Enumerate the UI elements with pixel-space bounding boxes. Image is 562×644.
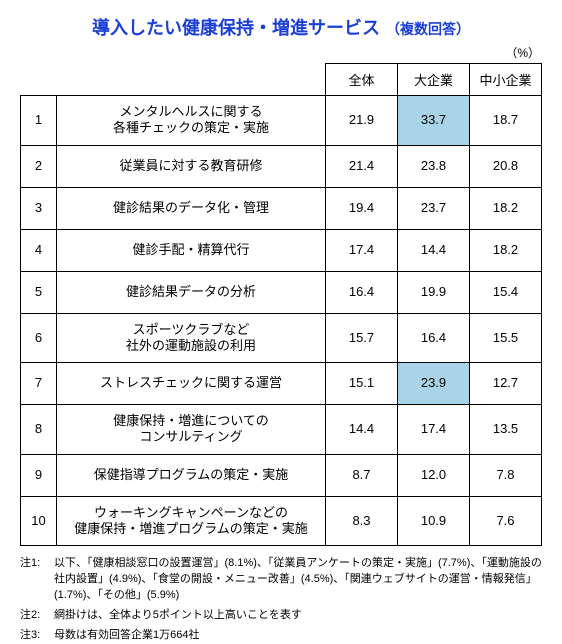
value-cell: 23.9	[398, 363, 470, 405]
rank-cell: 3	[21, 187, 57, 229]
value-cell: 14.4	[326, 405, 398, 455]
table-row: 4健診手配・精算代行17.414.418.2	[21, 229, 542, 271]
label-cell: 健康保持・増進についてのコンサルティング	[57, 405, 326, 455]
note-text: 網掛けは、全体より5ポイント以上高いことを表す	[54, 608, 542, 624]
col-header: 大企業	[398, 64, 470, 96]
value-cell: 17.4	[326, 229, 398, 271]
note-text: 以下、「健康相談窓口の設置運営」(8.1%)、「従業員アンケートの策定・実施」(…	[54, 556, 542, 604]
title-row: 導入したい健康保持・増進サービス （複数回答）	[20, 14, 542, 40]
value-cell: 19.9	[398, 271, 470, 313]
table-row: 8健康保持・増進についてのコンサルティング14.417.413.5	[21, 405, 542, 455]
value-cell: 10.9	[398, 496, 470, 546]
label-cell: 健診手配・精算代行	[57, 229, 326, 271]
col-header: 中小企業	[470, 64, 542, 96]
value-cell: 23.8	[398, 145, 470, 187]
survey-table: 全体 大企業 中小企業 1メンタルヘルスに関する各種チェックの策定・実施21.9…	[20, 63, 542, 546]
rank-cell: 1	[21, 96, 57, 146]
value-cell: 16.4	[398, 313, 470, 363]
value-cell: 18.7	[470, 96, 542, 146]
label-cell: 従業員に対する教育研修	[57, 145, 326, 187]
value-cell: 15.7	[326, 313, 398, 363]
value-cell: 20.8	[470, 145, 542, 187]
label-cell: 保健指導プログラムの策定・実施	[57, 454, 326, 496]
label-cell: 健診結果データの分析	[57, 271, 326, 313]
rank-cell: 4	[21, 229, 57, 271]
value-cell: 12.0	[398, 454, 470, 496]
value-cell: 7.8	[470, 454, 542, 496]
value-cell: 12.7	[470, 363, 542, 405]
value-cell: 15.5	[470, 313, 542, 363]
table-body: 1メンタルヘルスに関する各種チェックの策定・実施21.933.718.72従業員…	[21, 96, 542, 546]
rank-cell: 6	[21, 313, 57, 363]
value-cell: 8.3	[326, 496, 398, 546]
table-row: 5健診結果データの分析16.419.915.4	[21, 271, 542, 313]
note-text: 母数は有効回答企業1万664社	[54, 628, 542, 644]
table-header: 全体 大企業 中小企業	[21, 64, 542, 96]
rank-cell: 7	[21, 363, 57, 405]
label-cell: ウォーキングキャンペーンなどの健康保持・増進プログラムの策定・実施	[57, 496, 326, 546]
value-cell: 14.4	[398, 229, 470, 271]
value-cell: 33.7	[398, 96, 470, 146]
table-row: 6スポーツクラブなど社外の運動施設の利用15.716.415.5	[21, 313, 542, 363]
value-cell: 18.2	[470, 229, 542, 271]
unit-label: （%）	[20, 44, 542, 61]
table-row: 10ウォーキングキャンペーンなどの健康保持・増進プログラムの策定・実施8.310…	[21, 496, 542, 546]
rank-cell: 5	[21, 271, 57, 313]
label-cell: ストレスチェックに関する運営	[57, 363, 326, 405]
value-cell: 17.4	[398, 405, 470, 455]
value-cell: 21.4	[326, 145, 398, 187]
rank-cell: 10	[21, 496, 57, 546]
note-label: 注2:	[20, 608, 54, 624]
label-cell: スポーツクラブなど社外の運動施設の利用	[57, 313, 326, 363]
table-row: 9保健指導プログラムの策定・実施8.712.07.8	[21, 454, 542, 496]
title-sub: （複数回答）	[386, 19, 470, 39]
note: 注3:母数は有効回答企業1万664社	[20, 628, 542, 644]
title-main: 導入したい健康保持・増進サービス	[92, 14, 380, 40]
note: 注2:網掛けは、全体より5ポイント以上高いことを表す	[20, 608, 542, 624]
rank-cell: 9	[21, 454, 57, 496]
table-row: 1メンタルヘルスに関する各種チェックの策定・実施21.933.718.7	[21, 96, 542, 146]
note-label: 注1:	[20, 556, 54, 604]
value-cell: 13.5	[470, 405, 542, 455]
notes-section: 注1:以下、「健康相談窓口の設置運営」(8.1%)、「従業員アンケートの策定・実…	[20, 556, 542, 644]
table-row: 7ストレスチェックに関する運営15.123.912.7	[21, 363, 542, 405]
table-row: 2従業員に対する教育研修21.423.820.8	[21, 145, 542, 187]
value-cell: 18.2	[470, 187, 542, 229]
value-cell: 15.1	[326, 363, 398, 405]
col-header: 全体	[326, 64, 398, 96]
table-row: 3健診結果のデータ化・管理19.423.718.2	[21, 187, 542, 229]
value-cell: 16.4	[326, 271, 398, 313]
label-cell: 健診結果のデータ化・管理	[57, 187, 326, 229]
value-cell: 8.7	[326, 454, 398, 496]
rank-cell: 2	[21, 145, 57, 187]
label-cell: メンタルヘルスに関する各種チェックの策定・実施	[57, 96, 326, 146]
note-label: 注3:	[20, 628, 54, 644]
value-cell: 23.7	[398, 187, 470, 229]
value-cell: 21.9	[326, 96, 398, 146]
value-cell: 15.4	[470, 271, 542, 313]
value-cell: 7.6	[470, 496, 542, 546]
value-cell: 19.4	[326, 187, 398, 229]
note: 注1:以下、「健康相談窓口の設置運営」(8.1%)、「従業員アンケートの策定・実…	[20, 556, 542, 604]
rank-cell: 8	[21, 405, 57, 455]
